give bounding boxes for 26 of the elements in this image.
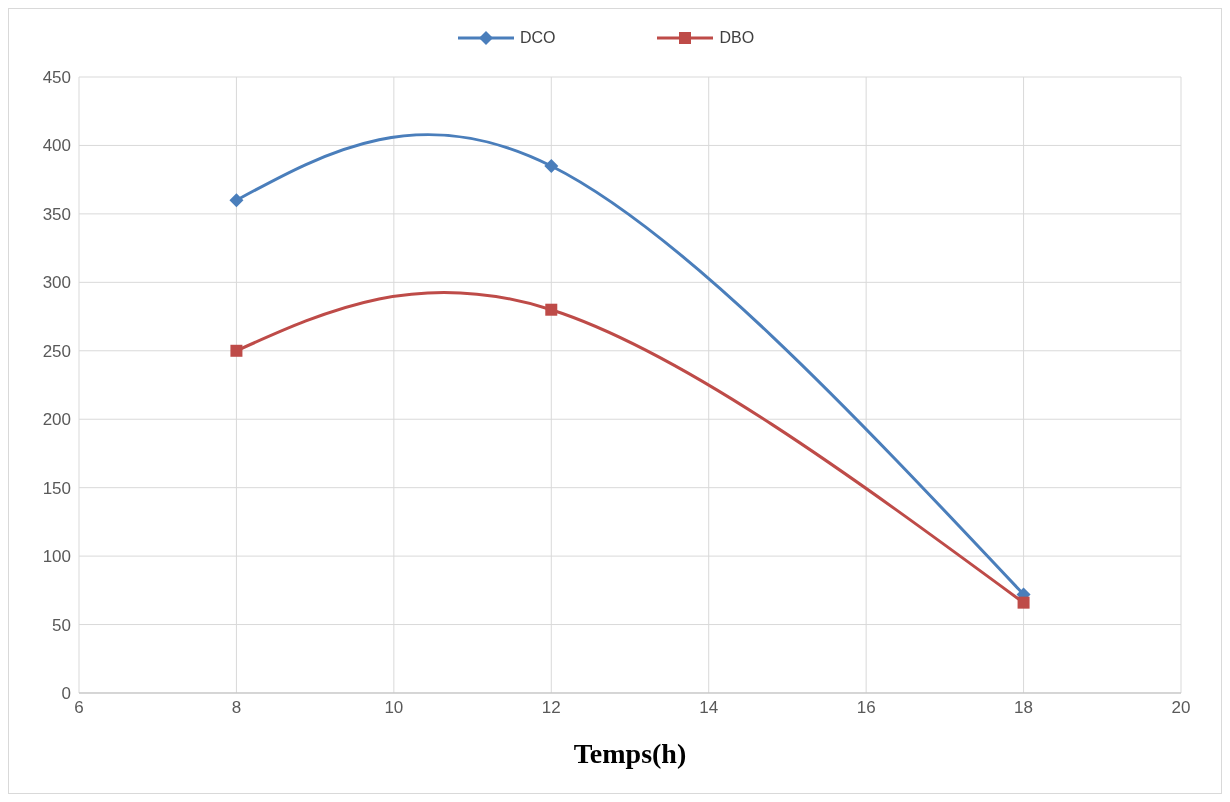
point bbox=[230, 344, 243, 357]
y-tick-label: 250 bbox=[42, 341, 71, 361]
x-tick-label: 12 bbox=[541, 698, 561, 718]
point bbox=[1017, 596, 1030, 609]
point bbox=[545, 303, 558, 316]
y-tick-label: 150 bbox=[42, 478, 71, 498]
x-tick-label: 16 bbox=[856, 698, 876, 718]
x-tick-label: 10 bbox=[384, 698, 404, 718]
legend-label: DBO bbox=[719, 29, 755, 47]
y-tick-label: 300 bbox=[42, 273, 71, 293]
y-tick-label: 450 bbox=[42, 68, 71, 88]
y-tick-label: 350 bbox=[42, 204, 71, 224]
y-tick-label: 50 bbox=[52, 615, 71, 635]
x-tick-label: 6 bbox=[74, 698, 84, 718]
x-axis-title: Temps(h) bbox=[573, 738, 687, 769]
point bbox=[229, 193, 244, 208]
legend-label: DCO bbox=[519, 29, 556, 47]
y-tick-label: 200 bbox=[42, 410, 71, 430]
y-tick-label: 400 bbox=[42, 136, 71, 156]
x-tick-label: 14 bbox=[699, 698, 719, 718]
x-tick-label: 20 bbox=[1171, 698, 1191, 718]
y-tick-label: 0 bbox=[61, 684, 71, 704]
point bbox=[544, 158, 559, 173]
y-tick-label: 100 bbox=[42, 547, 71, 567]
x-tick-label: 8 bbox=[231, 698, 242, 718]
x-tick-label: 18 bbox=[1014, 698, 1034, 718]
